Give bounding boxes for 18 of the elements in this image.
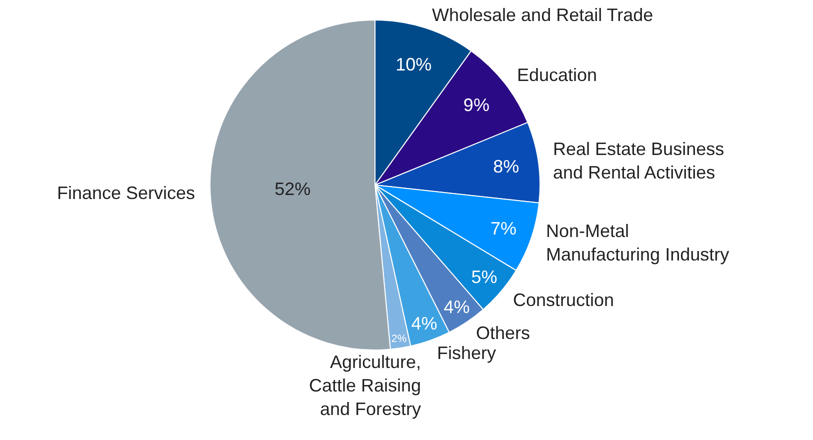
slice-label: Others <box>476 323 530 343</box>
slice-label: Construction <box>513 290 614 310</box>
data-label: 10% <box>396 54 432 75</box>
data-label: 2% <box>391 333 408 345</box>
data-label: 9% <box>463 94 490 115</box>
data-label: 4% <box>411 313 438 334</box>
slice-label: Agriculture, Cattle Raising and Forestry <box>309 352 422 419</box>
data-label: 52% <box>274 178 311 199</box>
slice-label: Education <box>517 65 598 85</box>
data-label: 5% <box>471 267 498 288</box>
data-label: 8% <box>493 156 520 177</box>
slice-label: Wholesale and Retail Trade <box>432 5 654 25</box>
slice-label: Finance Services <box>57 183 196 203</box>
data-label: 4% <box>444 296 470 317</box>
slice-label: Fishery <box>437 343 496 363</box>
data-label: 7% <box>490 218 517 239</box>
slice-label: Real Estate Business and Rental Activities <box>553 139 724 182</box>
slice-label: Non-Metal Manufacturing Industry <box>546 221 730 264</box>
